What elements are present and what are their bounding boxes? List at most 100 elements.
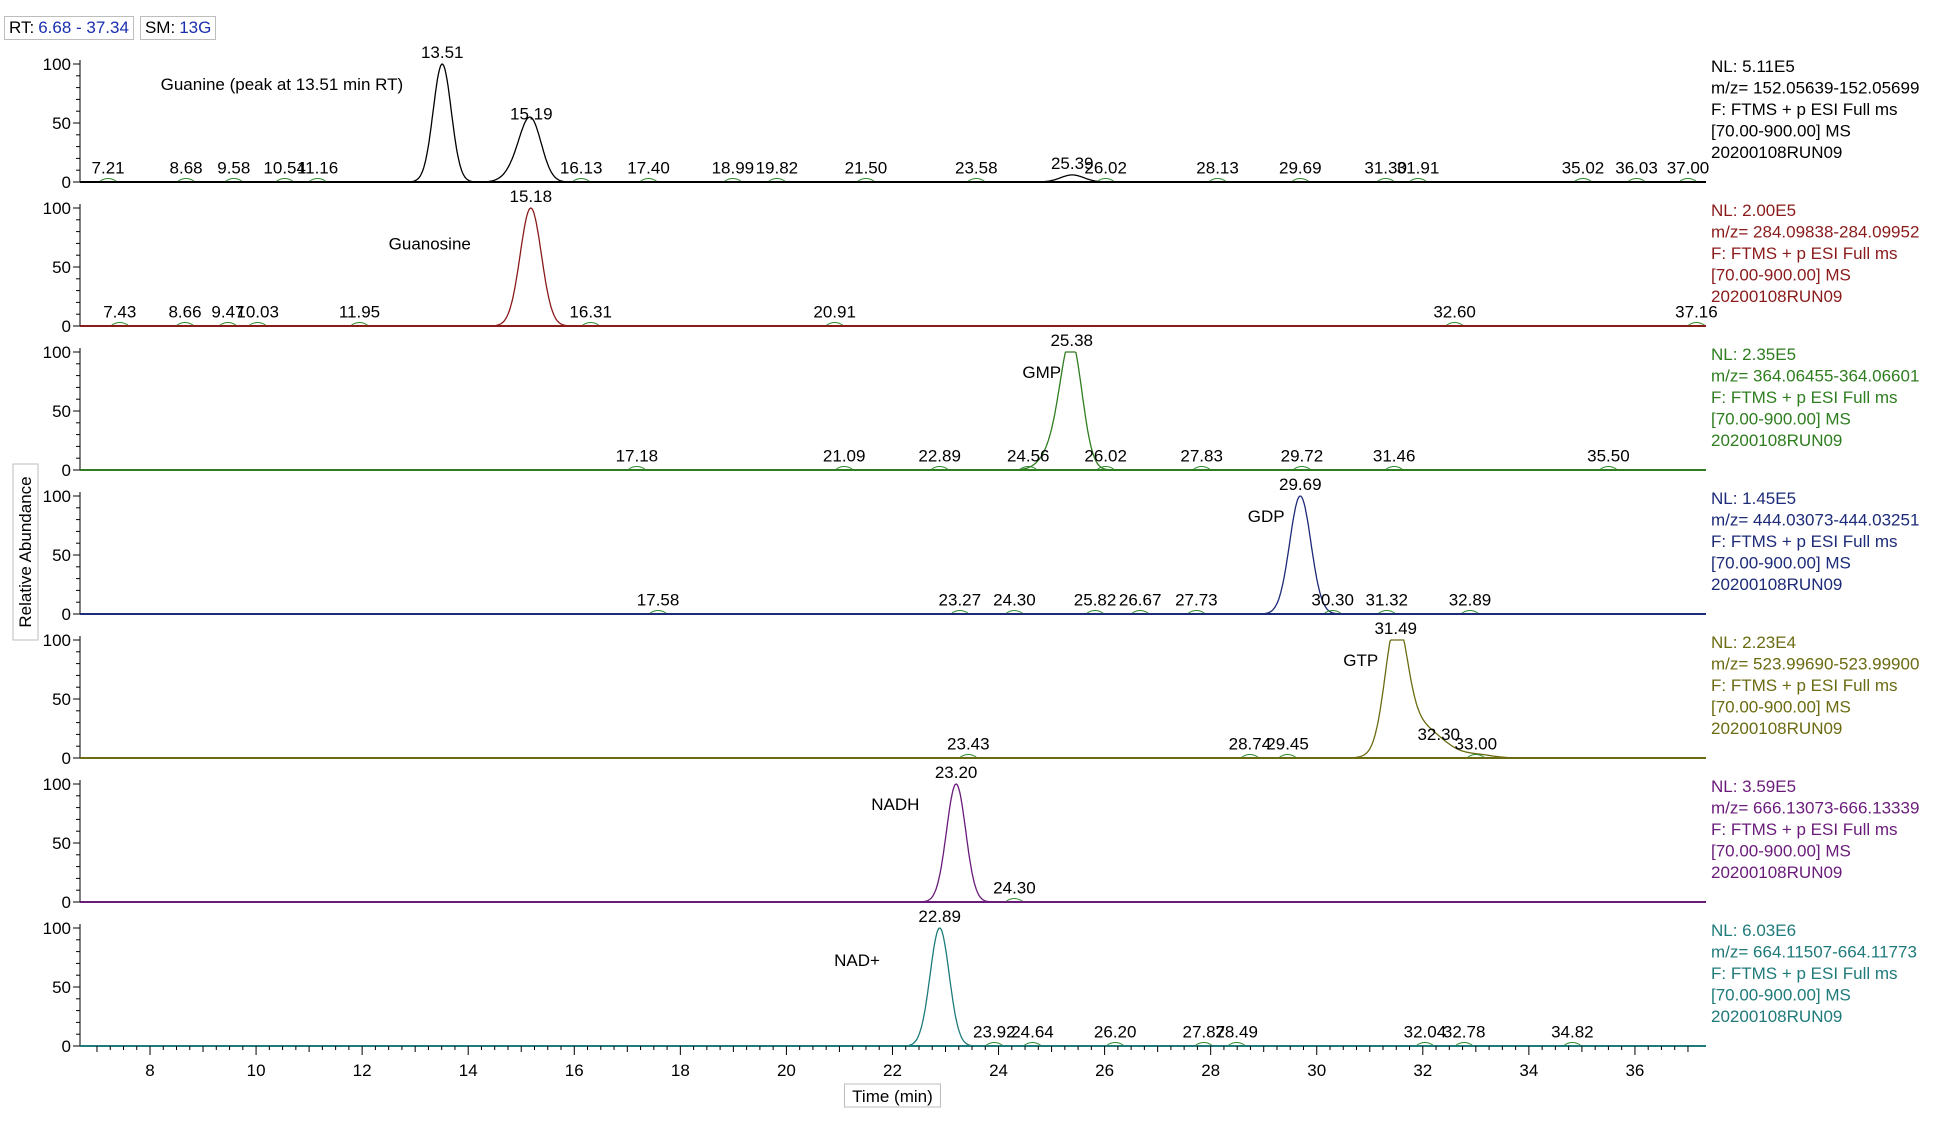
peak-label: 23.43	[947, 735, 990, 754]
integration-mark	[1564, 1042, 1581, 1046]
integration-mark	[724, 178, 742, 182]
trace-info-line: [70.00-900.00] MS	[1711, 986, 1851, 1005]
peak-label: 21.50	[845, 159, 888, 178]
integration-mark	[111, 322, 129, 326]
trace-info-line: m/z= 152.05639-152.05699	[1711, 79, 1919, 98]
peak-label: 11.16	[297, 159, 338, 178]
rt-label: RT:	[9, 18, 35, 37]
trace-info-line: F: FTMS + p ESI Full ms	[1711, 676, 1898, 695]
peak-label: 37.16	[1675, 303, 1718, 322]
integration-mark	[835, 466, 853, 470]
x-tick-label: 26	[1095, 1061, 1114, 1080]
trace-info-line: NL: 6.03E6	[1711, 921, 1796, 940]
peak-label: 28.74	[1229, 735, 1272, 754]
trace-info-line: [70.00-900.00] MS	[1711, 122, 1851, 141]
y-tick-label: 100	[43, 343, 71, 362]
peak-label: 16.31	[569, 303, 612, 322]
peak-label: 37.00	[1667, 159, 1710, 178]
peak-label: 35.50	[1587, 447, 1630, 466]
integration-mark	[628, 466, 646, 470]
y-tick-label: 100	[43, 775, 71, 794]
trace-info-line: [70.00-900.00] MS	[1711, 266, 1851, 285]
peak-label: 13.51	[421, 43, 464, 62]
integration-mark	[1416, 1042, 1434, 1046]
sm-field[interactable]: SM: 13G	[139, 16, 217, 40]
integration-mark	[1385, 466, 1403, 470]
integration-mark	[99, 178, 117, 182]
peak-label: 32.89	[1449, 591, 1492, 610]
y-tick-label: 100	[43, 55, 71, 74]
trace-info-line: m/z= 444.03073-444.03251	[1711, 511, 1919, 530]
integration-mark	[1574, 178, 1592, 182]
peak-label: 24.64	[1011, 1023, 1054, 1042]
peak-label: 35.02	[1562, 159, 1605, 178]
integration-mark	[1293, 466, 1311, 470]
integration-mark	[1209, 178, 1226, 182]
x-tick-label: 20	[777, 1061, 796, 1080]
integration-mark	[1241, 754, 1259, 758]
y-tick-label: 100	[43, 487, 71, 506]
trace-info-line: 20200108RUN09	[1711, 719, 1842, 738]
trace-info-line: NL: 1.45E5	[1711, 489, 1796, 508]
peak-label: 32.04	[1404, 1023, 1447, 1042]
peak-label: 26.02	[1084, 447, 1127, 466]
peak-label: 9.58	[217, 159, 250, 178]
integration-mark	[1188, 610, 1205, 614]
peak-label: 34.82	[1551, 1023, 1594, 1042]
y-tick-label: 50	[52, 402, 71, 421]
peak-label: 27.73	[1175, 591, 1218, 610]
compound-label: NAD+	[834, 951, 880, 970]
x-tick-label: 36	[1625, 1061, 1644, 1080]
trace-info-line: NL: 3.59E5	[1711, 777, 1796, 796]
peak-label: 29.72	[1281, 447, 1324, 466]
integration-mark	[1292, 178, 1309, 182]
y-tick-label: 50	[52, 690, 71, 709]
peak-label: 31.49	[1374, 619, 1417, 638]
compound-label: GMP	[1022, 363, 1061, 382]
y-tick-label: 50	[52, 114, 71, 133]
peak-label: 32.78	[1443, 1023, 1486, 1042]
peak-label: 28.49	[1215, 1023, 1258, 1042]
integration-mark	[309, 178, 326, 182]
integration-mark	[351, 322, 368, 326]
range-toolbar: RT: 6.68 - 37.34 SM: 13G	[4, 16, 217, 40]
x-tick-label: 12	[353, 1061, 372, 1080]
peak-label: 9.47	[211, 303, 244, 322]
rt-range-field[interactable]: RT: 6.68 - 37.34	[4, 16, 134, 40]
sm-value: 13G	[179, 18, 212, 37]
trace-info-line: [70.00-900.00] MS	[1711, 698, 1851, 717]
trace-info-line: 20200108RUN09	[1711, 287, 1842, 306]
y-tick-label: 100	[43, 199, 71, 218]
trace-info-line: m/z= 284.09838-284.09952	[1711, 223, 1919, 242]
y-tick-label: 50	[52, 258, 71, 277]
peak-label: 31.91	[1397, 159, 1440, 178]
y-tick-label: 100	[43, 631, 71, 650]
integration-mark	[1467, 754, 1485, 758]
y-tick-label: 0	[62, 605, 71, 624]
integration-mark	[1131, 610, 1149, 614]
trace-info-line: F: FTMS + p ESI Full ms	[1711, 964, 1898, 983]
x-axis: 8 10 12 14 16 18 20 22 24 26 28 30 32 34 36	[96, 1046, 1689, 1080]
integration-mark	[1628, 178, 1645, 182]
peak-label: 20.91	[813, 303, 856, 322]
peak-label: 21.09	[823, 447, 866, 466]
integration-mark	[951, 610, 969, 614]
integration-mark	[1106, 1042, 1124, 1046]
integration-mark	[768, 178, 786, 182]
peak-label: 24.56	[1007, 447, 1050, 466]
peak-label: 23.20	[935, 763, 978, 782]
peak-label: 18.99	[712, 159, 755, 178]
peak-label: 17.58	[637, 591, 680, 610]
trace-info-line: F: FTMS + p ESI Full ms	[1711, 100, 1898, 119]
integration-mark	[582, 322, 599, 326]
integration-mark	[1461, 610, 1479, 614]
integration-mark	[649, 610, 667, 614]
peak-label: 7.21	[92, 159, 125, 178]
trace-info-line: m/z= 666.13073-666.13339	[1711, 799, 1919, 818]
trace-info-line: NL: 2.23E4	[1711, 633, 1796, 652]
x-tick-label: 28	[1201, 1061, 1220, 1080]
integration-mark	[1446, 322, 1463, 326]
trace-info-line: F: FTMS + p ESI Full ms	[1711, 388, 1898, 407]
